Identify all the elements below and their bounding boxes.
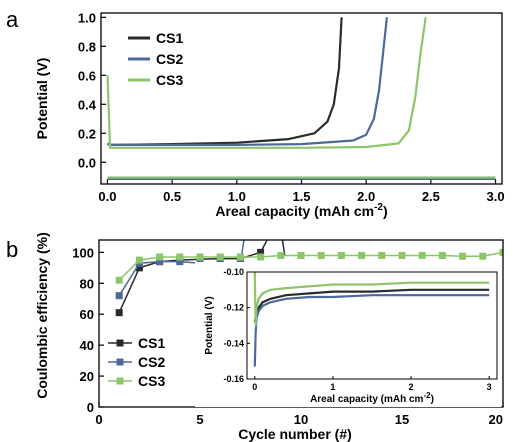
data-point-cs3 [176, 254, 183, 261]
data-point-cs3 [358, 252, 365, 259]
y-tick-label: 0 [87, 400, 94, 415]
legend-marker-cs3 [117, 378, 124, 385]
data-point-cs3 [257, 254, 264, 261]
y-tick-label: 0.0 [78, 155, 96, 170]
legend-marker-cs1 [117, 340, 124, 347]
data-point-cs2 [116, 292, 123, 299]
data-point-cs3 [197, 254, 204, 261]
data-point-cs3 [136, 257, 143, 264]
x-tick-label: 1.0 [228, 189, 246, 204]
y-tick-label: 0.6 [78, 68, 96, 83]
y-tick-label: 80 [80, 276, 94, 291]
legend-label-cs1: CS1 [138, 335, 165, 351]
x-tick-label: 15 [395, 412, 409, 427]
y-tick-label: 60 [80, 307, 94, 322]
data-point-cs1 [116, 309, 123, 316]
inset-y-axis-label: Potential (V) [204, 296, 215, 354]
x-tick-label: 20 [489, 412, 503, 427]
data-point-cs1 [277, 226, 284, 233]
x-tick-label: 5 [196, 412, 203, 427]
data-point-cs3 [378, 252, 385, 259]
data-point-cs3 [399, 252, 406, 259]
inset-x-tick-label: 0 [252, 382, 257, 392]
y-tick-label: 20 [80, 369, 94, 384]
x-tick-label: 1.5 [292, 189, 310, 204]
x-tick-label: 0.5 [163, 189, 181, 204]
data-point-cs3 [318, 252, 325, 259]
x-tick-label: 10 [294, 412, 308, 427]
y-axis-label: Coulombic efficiency (%) [34, 232, 50, 398]
x-axis-label-text: Areal capacity (mAh cm [215, 203, 374, 219]
inset-y-tick-label: -0.16 [223, 374, 244, 384]
data-point-cs3 [217, 254, 224, 261]
legend-label-cs2: CS2 [138, 354, 165, 370]
data-point-cs3 [116, 277, 123, 284]
data-point-cs3 [237, 254, 244, 261]
data-point-cs3 [156, 254, 163, 261]
legend-label-cs1: CS1 [156, 30, 183, 46]
y-tick-label: 1.0 [78, 10, 96, 25]
inset-y-tick-label: -0.14 [223, 338, 244, 348]
y-tick-label: 0.2 [78, 126, 96, 141]
data-point-cs3 [419, 252, 426, 259]
x-tick-label: 2.5 [422, 189, 440, 204]
inset-x-tick-label: 1 [330, 382, 335, 392]
inset-x-axis-label: Areal capacity (mAh cm-2) [310, 391, 434, 405]
inset-x-tick-label: 2 [409, 382, 414, 392]
data-point-cs3 [439, 252, 446, 259]
data-point-cs3 [479, 253, 486, 260]
inset-x-axis-label-close: ) [431, 394, 434, 405]
data-point-cs3 [277, 252, 284, 259]
x-tick-label: 0.0 [98, 189, 116, 204]
x-axis-label: Areal capacity (mAh cm-2) [215, 202, 387, 219]
x-tick-label: 2.0 [357, 189, 375, 204]
chart-a-potential-vs-capacity: 0.0 0.2 0.4 0.6 0.8 1.0 0.0 0.5 1.0 1.5 2.0 2.5 3.0 A… [34, 10, 505, 219]
inset-y-tick-label: -0.12 [223, 303, 244, 313]
x-axis-label: Cycle number (#) [238, 426, 352, 442]
inset-y-tick-label: -0.10 [223, 267, 244, 277]
data-point-cs3 [338, 252, 345, 259]
y-axis-label: Potential (V) [34, 58, 50, 140]
legend-label-cs2: CS2 [156, 51, 183, 67]
x-tick-label: 0 [95, 412, 102, 427]
legend-label-cs3: CS3 [138, 373, 165, 389]
data-point-cs3 [459, 253, 466, 260]
panel-label-a: a [6, 7, 19, 32]
inset-x-axis-label-text: Areal capacity (mAh cm [310, 394, 423, 405]
inset-x-tick-label: 3 [487, 382, 492, 392]
x-axis-label-close: ) [383, 203, 388, 219]
x-tick-label: 3.0 [486, 189, 504, 204]
legend-marker-cs2 [117, 359, 124, 366]
legend-label-cs3: CS3 [156, 72, 183, 88]
panel-label-b: b [6, 237, 18, 262]
chart-b-inset: -0.10 -0.12 -0.14 -0.16 0 1 2 3 Areal capacity (… [195, 262, 501, 407]
y-tick-label: 0.4 [78, 97, 97, 112]
y-tick-label: 100 [72, 245, 94, 260]
data-point-cs3 [298, 252, 305, 259]
y-tick-label: 40 [80, 338, 94, 353]
y-tick-label: 0.8 [78, 39, 96, 54]
